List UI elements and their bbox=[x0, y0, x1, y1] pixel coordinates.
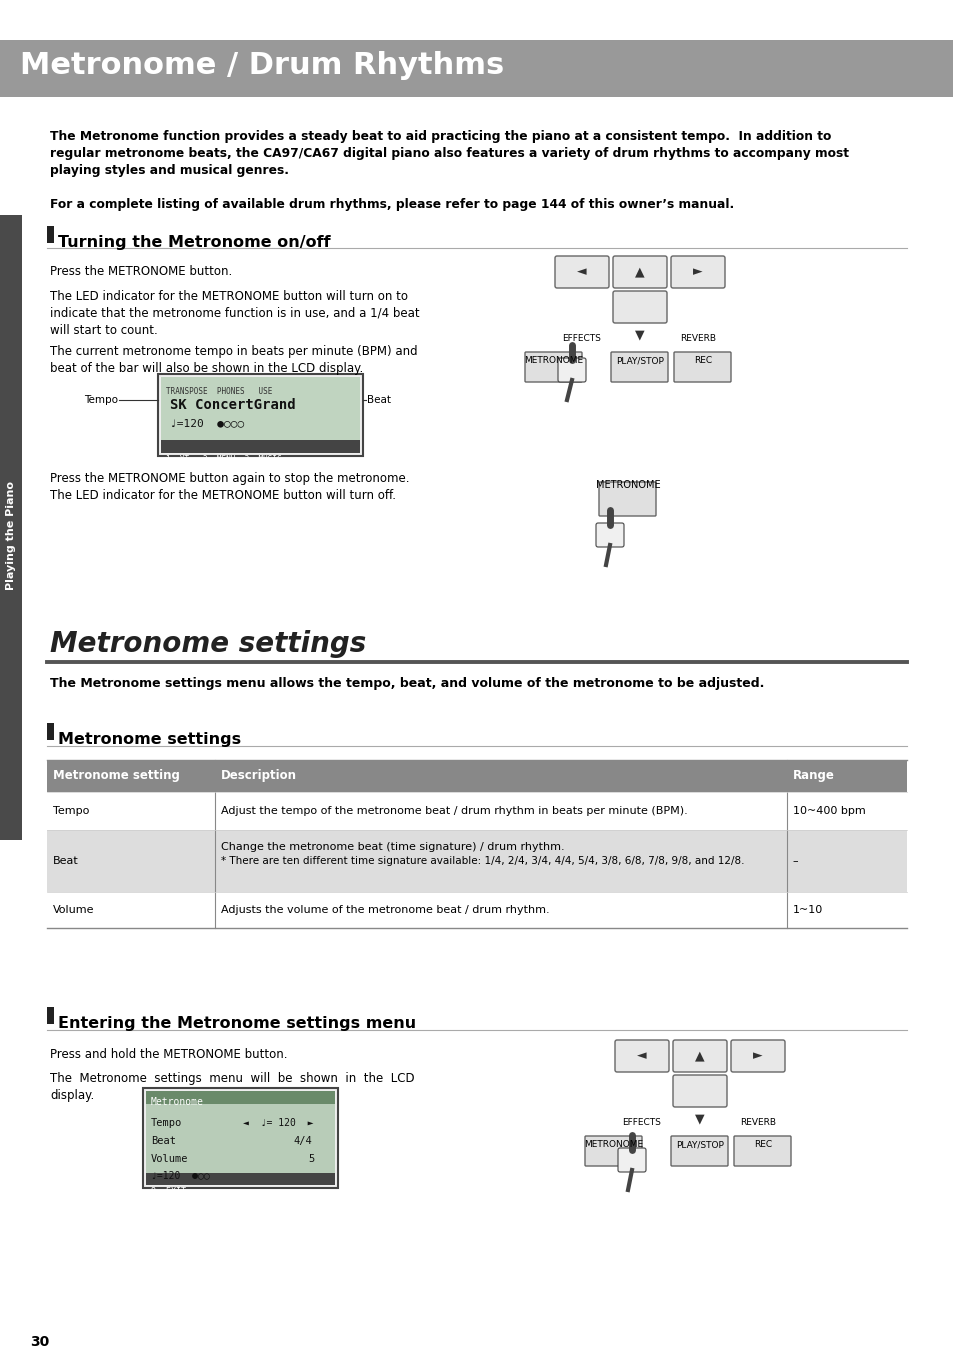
Bar bbox=[158, 374, 363, 456]
Bar bbox=[47, 225, 54, 243]
Text: Adjusts the volume of the metronome beat / drum rhythm.: Adjusts the volume of the metronome beat… bbox=[220, 904, 549, 915]
Text: Turning the Metronome on/off: Turning the Metronome on/off bbox=[58, 235, 331, 250]
Text: Tempo: Tempo bbox=[84, 396, 118, 405]
Bar bbox=[146, 1091, 335, 1185]
Text: Entering the Metronome settings menu: Entering the Metronome settings menu bbox=[58, 1017, 416, 1031]
FancyBboxPatch shape bbox=[584, 1135, 641, 1166]
Text: ▲: ▲ bbox=[695, 1049, 704, 1062]
Bar bbox=[161, 377, 359, 454]
FancyBboxPatch shape bbox=[558, 358, 585, 382]
Text: Description: Description bbox=[220, 769, 296, 783]
Text: 8  EXIT: 8 EXIT bbox=[151, 1187, 186, 1196]
FancyBboxPatch shape bbox=[673, 352, 730, 382]
Text: Press and hold the METRONOME button.: Press and hold the METRONOME button. bbox=[50, 1048, 287, 1061]
Text: 1~10: 1~10 bbox=[792, 904, 822, 915]
Text: METRONOME: METRONOME bbox=[524, 356, 583, 365]
Text: ►: ► bbox=[693, 266, 702, 278]
Text: Range: Range bbox=[792, 769, 834, 783]
FancyBboxPatch shape bbox=[613, 256, 666, 288]
FancyBboxPatch shape bbox=[670, 1135, 727, 1166]
FancyBboxPatch shape bbox=[672, 1040, 726, 1072]
FancyBboxPatch shape bbox=[555, 256, 608, 288]
Text: Metronome setting: Metronome setting bbox=[53, 769, 180, 783]
Text: ♩=120  ●○○○: ♩=120 ●○○○ bbox=[170, 418, 244, 428]
Text: Beat: Beat bbox=[151, 1135, 175, 1146]
Bar bbox=[143, 1088, 337, 1188]
Text: PLAY/STOP: PLAY/STOP bbox=[676, 1139, 723, 1149]
Text: 10~400 bpm: 10~400 bpm bbox=[792, 806, 864, 815]
Text: ▼: ▼ bbox=[635, 328, 644, 342]
Text: ◄: ◄ bbox=[637, 1049, 646, 1062]
Text: TRANSPOSE  PHONES   USE: TRANSPOSE PHONES USE bbox=[166, 387, 273, 396]
FancyBboxPatch shape bbox=[610, 352, 667, 382]
FancyBboxPatch shape bbox=[524, 352, 581, 382]
Text: Beat: Beat bbox=[367, 396, 391, 405]
FancyBboxPatch shape bbox=[618, 1148, 645, 1172]
Bar bbox=[146, 1173, 335, 1185]
Text: SK ConcertGrand: SK ConcertGrand bbox=[170, 398, 295, 412]
Text: 4/4: 4/4 bbox=[293, 1135, 312, 1146]
Text: Metronome settings: Metronome settings bbox=[58, 732, 241, 747]
Text: 30: 30 bbox=[30, 1335, 50, 1349]
Text: 1  YT   2  MENU  3  MUSIC: 1 YT 2 MENU 3 MUSIC bbox=[166, 455, 281, 464]
Text: PLAY/STOP: PLAY/STOP bbox=[616, 356, 663, 365]
Bar bbox=[47, 760, 906, 792]
Text: 5: 5 bbox=[308, 1154, 314, 1164]
Text: The LED indicator for the METRONOME button will turn on to
indicate that the met: The LED indicator for the METRONOME butt… bbox=[50, 290, 419, 338]
FancyBboxPatch shape bbox=[672, 1075, 726, 1107]
FancyBboxPatch shape bbox=[670, 256, 724, 288]
FancyBboxPatch shape bbox=[613, 292, 666, 323]
Bar bbox=[47, 830, 906, 892]
Text: REVERB: REVERB bbox=[679, 333, 716, 343]
Text: Beat: Beat bbox=[53, 856, 79, 865]
Bar bbox=[146, 1091, 335, 1104]
Text: Playing the Piano: Playing the Piano bbox=[6, 481, 16, 590]
Text: ♩=120  ●○○: ♩=120 ●○○ bbox=[151, 1170, 210, 1180]
Text: REC: REC bbox=[753, 1139, 771, 1149]
Text: REC: REC bbox=[693, 356, 711, 365]
Text: REVERB: REVERB bbox=[740, 1118, 775, 1127]
Text: Press the METRONOME button.: Press the METRONOME button. bbox=[50, 265, 232, 278]
Bar bbox=[0, 40, 953, 97]
Text: The Metronome function provides a steady beat to aid practicing the piano at a c: The Metronome function provides a steady… bbox=[50, 130, 848, 177]
Text: The  Metronome  settings  menu  will  be  shown  in  the  LCD
display.: The Metronome settings menu will be show… bbox=[50, 1072, 415, 1102]
Text: Press the METRONOME button again to stop the metronome.
The LED indicator for th: Press the METRONOME button again to stop… bbox=[50, 472, 409, 502]
Bar bbox=[47, 1007, 54, 1025]
Text: EFFECTS: EFFECTS bbox=[622, 1118, 660, 1127]
Text: Tempo: Tempo bbox=[151, 1118, 182, 1129]
Text: ►: ► bbox=[753, 1049, 762, 1062]
Text: Adjust the tempo of the metronome beat / drum rhythm in beats per minute (BPM).: Adjust the tempo of the metronome beat /… bbox=[220, 806, 687, 815]
Text: The Metronome settings menu allows the tempo, beat, and volume of the metronome : The Metronome settings menu allows the t… bbox=[50, 676, 763, 690]
Text: ◄  ♩= 120  ►: ◄ ♩= 120 ► bbox=[243, 1118, 314, 1129]
Text: ▲: ▲ bbox=[635, 266, 644, 278]
Text: METRONOME: METRONOME bbox=[595, 481, 659, 490]
Text: Metronome settings: Metronome settings bbox=[50, 630, 366, 657]
Bar bbox=[161, 440, 359, 454]
Text: Volume: Volume bbox=[151, 1154, 189, 1164]
Bar bbox=[0, 215, 22, 840]
FancyBboxPatch shape bbox=[596, 522, 623, 547]
Text: * There are ten different time signature available: 1/4, 2/4, 3/4, 4/4, 5/4, 3/8: * There are ten different time signature… bbox=[220, 856, 743, 865]
Text: ◄: ◄ bbox=[577, 266, 586, 278]
Text: The current metronome tempo in beats per minute (BPM) and
beat of the bar will a: The current metronome tempo in beats per… bbox=[50, 346, 417, 375]
Text: Tempo: Tempo bbox=[53, 806, 90, 815]
FancyBboxPatch shape bbox=[733, 1135, 790, 1166]
Text: Metronome / Drum Rhythms: Metronome / Drum Rhythms bbox=[20, 51, 504, 81]
FancyBboxPatch shape bbox=[615, 1040, 668, 1072]
Bar bbox=[47, 792, 906, 830]
Text: METRONOME: METRONOME bbox=[584, 1139, 643, 1149]
Text: ▼: ▼ bbox=[695, 1112, 704, 1126]
Text: Volume: Volume bbox=[53, 904, 94, 915]
Text: For a complete listing of available drum rhythms, please refer to page 144 of th: For a complete listing of available drum… bbox=[50, 198, 734, 211]
Bar bbox=[47, 724, 54, 740]
Text: –: – bbox=[792, 856, 798, 865]
FancyBboxPatch shape bbox=[730, 1040, 784, 1072]
FancyBboxPatch shape bbox=[598, 482, 656, 516]
Text: Metronome: Metronome bbox=[151, 1098, 204, 1107]
Bar bbox=[47, 892, 906, 927]
Text: Change the metronome beat (time signature) / drum rhythm.: Change the metronome beat (time signatur… bbox=[220, 842, 564, 852]
Text: EFFECTS: EFFECTS bbox=[562, 333, 600, 343]
